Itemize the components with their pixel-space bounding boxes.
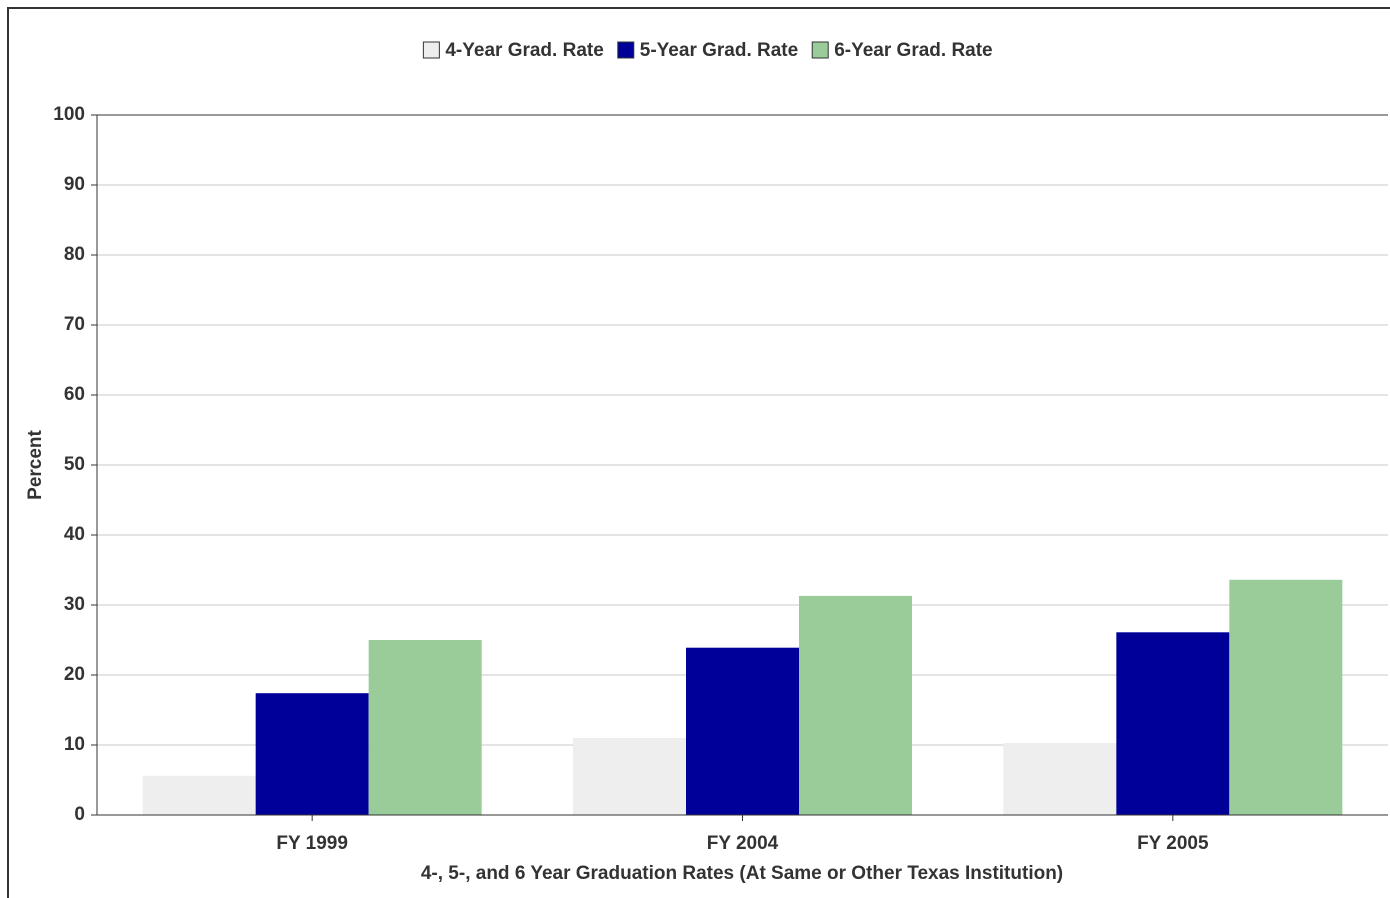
y-axis-label: Percent xyxy=(25,429,46,499)
bar xyxy=(1003,742,1117,815)
x-tick-label: FY 2004 xyxy=(707,833,779,854)
y-tick-label: 40 xyxy=(64,524,85,545)
x-tick-label: FY 2005 xyxy=(1137,833,1209,854)
bar xyxy=(1229,579,1343,815)
y-tick-label: 20 xyxy=(64,664,85,685)
legend-swatch xyxy=(422,41,440,59)
x-tick-label: FY 1999 xyxy=(276,833,347,854)
legend-swatch xyxy=(811,41,829,59)
bar xyxy=(686,647,799,815)
y-tick-label: 10 xyxy=(64,734,85,755)
y-tick-label: 80 xyxy=(64,244,85,265)
bar xyxy=(255,693,369,815)
bar xyxy=(573,738,686,815)
bar xyxy=(799,595,912,815)
bar xyxy=(1116,632,1230,815)
bar xyxy=(368,640,482,815)
legend-label: 6-Year Grad. Rate xyxy=(834,40,992,61)
x-axis-label: 4-, 5-, and 6 Year Graduation Rates (At … xyxy=(421,863,1063,884)
y-tick-label: 30 xyxy=(64,594,85,615)
bar xyxy=(142,775,256,815)
legend-swatch xyxy=(617,41,635,59)
y-tick-label: 50 xyxy=(64,454,85,475)
y-tick-label: 100 xyxy=(53,104,85,125)
legend: 4-Year Grad. Rate 5-Year Grad. Rate 6-Year… xyxy=(422,40,993,61)
y-tick-label: 60 xyxy=(64,384,85,405)
y-tick-label: 70 xyxy=(64,314,85,335)
legend-label: 5-Year Grad. Rate xyxy=(640,40,798,61)
y-tick-label: 0 xyxy=(74,804,85,825)
y-tick-label: 90 xyxy=(64,174,85,195)
legend-label: 4-Year Grad. Rate xyxy=(445,40,603,61)
